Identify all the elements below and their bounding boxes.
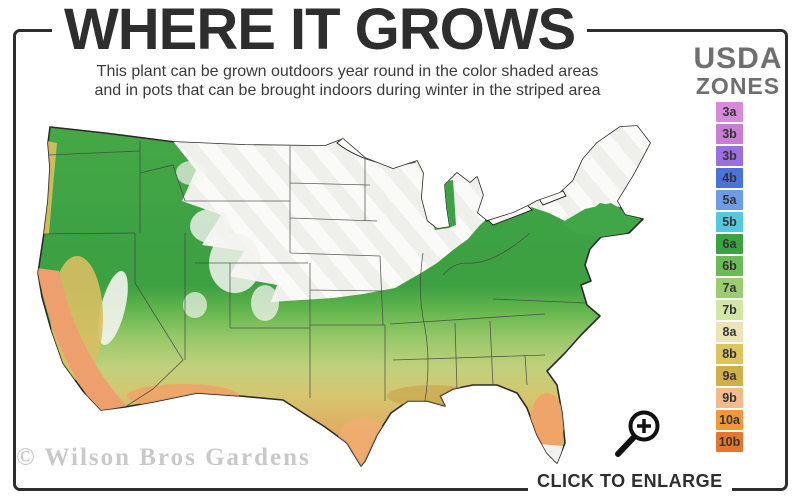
subtitle-line-1: This plant can be grown outdoors year ro… (96, 63, 599, 80)
florida-orange-patch (530, 393, 564, 453)
rockies-white-patch3 (251, 285, 279, 321)
zone-chip-10a: 10a (716, 410, 743, 430)
subtitle: This plant can be grown outdoors year ro… (25, 62, 670, 100)
zone-chip-9a: 9a (716, 366, 743, 386)
zone-chip-10b: 10b (716, 432, 743, 452)
legend-heading: USDA ZONES (684, 42, 792, 99)
gulf-coast-khaki (387, 385, 479, 407)
state-borders (38, 141, 588, 408)
rockies-white-patch2 (190, 209, 230, 243)
zone-chip-5b: 5b (716, 212, 743, 232)
magnifier-plus-icon[interactable] (606, 404, 670, 468)
zone-chip-9b: 9b (716, 388, 743, 408)
zone-chip-5a: 5a (716, 190, 743, 210)
california-coast-salmon (38, 268, 127, 411)
zone-chip-4b: 4b (716, 168, 743, 188)
legend-heading-usda: USDA (693, 42, 783, 75)
legend-heading-zones: ZONES (695, 73, 781, 99)
zone-chip-7a: 7a (716, 278, 743, 298)
us-hardiness-map (25, 113, 670, 478)
zone-chip-3b: 3b (716, 146, 743, 166)
florida-tip-white (539, 444, 563, 465)
us-map-svg (37, 125, 651, 467)
lake-michigan (424, 168, 443, 228)
page-title: WHERE IT GROWS (52, 0, 588, 60)
zone-chip-8a: 8a (716, 322, 743, 342)
michigan-green-patch (427, 180, 456, 230)
rockies-white-patch4 (183, 292, 207, 318)
usda-zone-legend: 3a 3b 3b 4b 5a 5b 6a 6b 7a 7b 8a 8b 9a 9b 10a 10b (716, 102, 743, 454)
sierra-white-patch (98, 271, 128, 345)
zone-chip-8b: 8b (716, 344, 743, 364)
zone-chip-6b: 6b (716, 256, 743, 276)
zone-chip-6a: 6a (716, 234, 743, 254)
watermark: © Wilson Bros Gardens (16, 444, 311, 471)
click-to-enlarge-button[interactable]: CLICK TO ENLARGE (528, 471, 732, 492)
subtitle-line-2: and in pots that can be brought indoors … (94, 82, 601, 99)
new-england-green-patch (561, 203, 641, 237)
zone-chip-7b: 7b (716, 300, 743, 320)
montana-white-patch (176, 161, 206, 185)
zone-chip-3a: 3a (716, 102, 743, 122)
zone-chip-3b: 3b (716, 124, 743, 144)
